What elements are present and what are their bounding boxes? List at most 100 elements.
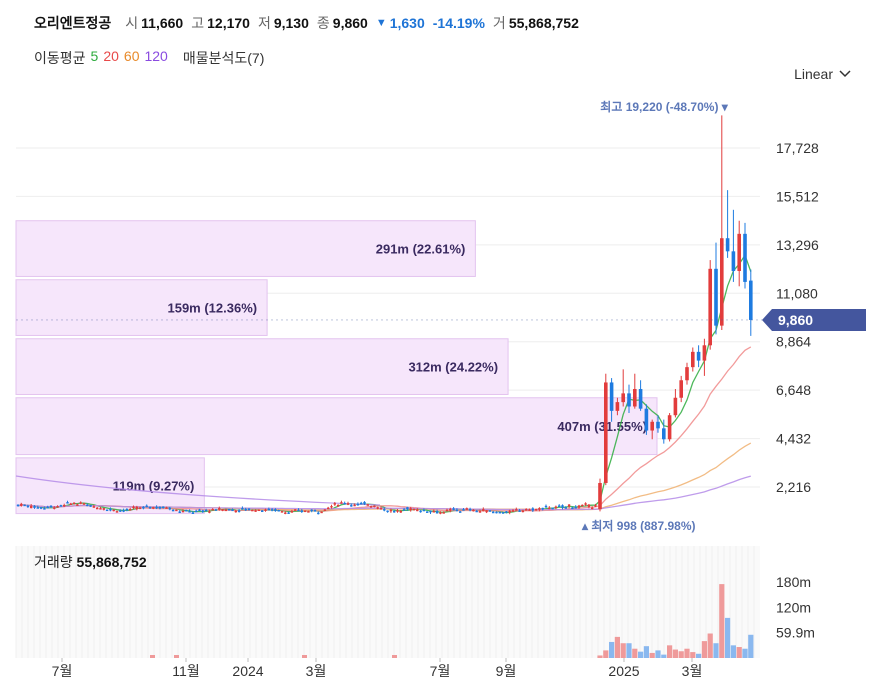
volume-bar [626, 643, 632, 658]
candle-body [554, 506, 558, 509]
candle-body [353, 504, 356, 507]
volume-bar [649, 652, 655, 658]
candle-body [472, 509, 475, 512]
candle-body [267, 508, 270, 511]
candle-body [218, 508, 221, 510]
candle-body [488, 510, 492, 512]
candle-body [737, 233, 741, 271]
candle-body [171, 509, 175, 512]
volume-panel-value: 55,868,752 [76, 554, 147, 570]
volume-profile-bar [15, 397, 658, 456]
candle-body [307, 511, 310, 513]
candle-body [577, 505, 581, 508]
candle-body [638, 389, 643, 409]
candle-body [369, 506, 373, 508]
candle-body [574, 506, 577, 509]
scale-dropdown[interactable]: Linear [794, 66, 851, 82]
candle-body [231, 509, 234, 512]
volume-profile-bar [15, 457, 205, 515]
x-tick-label: 3월 [682, 663, 703, 679]
volume-bar [643, 646, 649, 658]
low-annotation: ▴ 최저 998 (887.98%) [581, 518, 696, 533]
candle-body [119, 510, 122, 512]
candle-body [541, 507, 544, 510]
moving-average-legend[interactable]: 이동평균 5 20 60 120 매물분석도(7) [34, 48, 264, 68]
candle-body [69, 503, 72, 505]
volume-profile-toggle[interactable]: 매물분석도(7) [182, 50, 265, 66]
candle-body [290, 511, 294, 513]
volume-bar [719, 584, 725, 658]
candle-body [528, 509, 531, 511]
candle-body [691, 351, 695, 368]
candle-body [564, 507, 567, 509]
candle-body [594, 505, 597, 507]
candle-body [455, 509, 459, 512]
candle-body [416, 509, 419, 512]
volume-bar [632, 648, 638, 658]
candle-body [567, 504, 571, 507]
candle-body [525, 509, 528, 511]
candle-body [241, 507, 244, 510]
candle-body [102, 508, 105, 510]
candle-body [201, 510, 204, 512]
candle-body [363, 501, 366, 505]
change-percent: -14.19% [432, 15, 485, 31]
volume-bar [713, 643, 719, 658]
candle-body [587, 504, 591, 507]
candle-body [459, 511, 462, 513]
volume-profile-bar [15, 279, 268, 336]
candle-body [702, 345, 707, 361]
ma-120[interactable]: 120 [144, 48, 168, 64]
candle-body [76, 504, 79, 506]
candle-body [498, 511, 501, 514]
volume-profile-label: 407m (31.55%) [557, 419, 647, 434]
candle-body [685, 367, 689, 381]
ma-5[interactable]: 5 [90, 48, 99, 64]
candle-body [356, 503, 360, 506]
volume-bar [661, 654, 667, 658]
candle-body [749, 280, 753, 320]
volume-profile-label: 312m (24.22%) [408, 360, 498, 375]
ma-20[interactable]: 20 [103, 48, 119, 64]
candle-body [297, 509, 300, 512]
volume-bar [603, 650, 609, 658]
volume-bar [678, 651, 684, 658]
candle-body [99, 508, 102, 510]
candle-body [492, 511, 495, 514]
stock-header: 오리엔트정공 시 11,660 고 12,170 저 9,130 종 9,860… [34, 12, 587, 34]
low-label: 저 [257, 15, 271, 31]
candle-body [320, 511, 323, 514]
chevron-down-icon [839, 70, 851, 78]
candle-body [244, 508, 247, 511]
candle-body [247, 508, 251, 511]
candle-body [673, 397, 678, 416]
candle-body [20, 503, 23, 506]
candle-body [538, 508, 541, 510]
x-tick-label: 3월 [306, 663, 327, 679]
ma-60[interactable]: 60 [123, 48, 140, 64]
volume-panel-label: 거래량 55,868,752 [34, 552, 147, 572]
candle-body [584, 503, 587, 505]
volume-profile: 291m (22.61%) 159m (12.36%) 312m (24.22%) 4… [15, 220, 658, 515]
volume-profile-bar [15, 220, 476, 277]
volume-bar [730, 645, 736, 658]
candle-body [168, 507, 171, 510]
candle-body [419, 510, 422, 513]
candle-body [300, 510, 303, 512]
candle-body [439, 512, 442, 514]
candle-body [376, 507, 379, 509]
ma-label: 이동평균 [34, 50, 86, 66]
candle-body [66, 502, 69, 504]
candle-body [287, 512, 290, 514]
candle-body [188, 511, 191, 513]
volume-bar [597, 655, 603, 658]
y-tick-label: 17,728 [776, 140, 819, 156]
annotations: 최고 19,220 (-48.70%) ▾ ▴ 최저 998 (887.98%) 9… [16, 99, 866, 533]
candle-body [198, 509, 201, 512]
candle-body [33, 505, 36, 508]
x-tick-label: 2024 [232, 663, 263, 679]
ma-line [17, 475, 751, 511]
candle-body [360, 502, 363, 505]
candle-body [534, 508, 538, 511]
